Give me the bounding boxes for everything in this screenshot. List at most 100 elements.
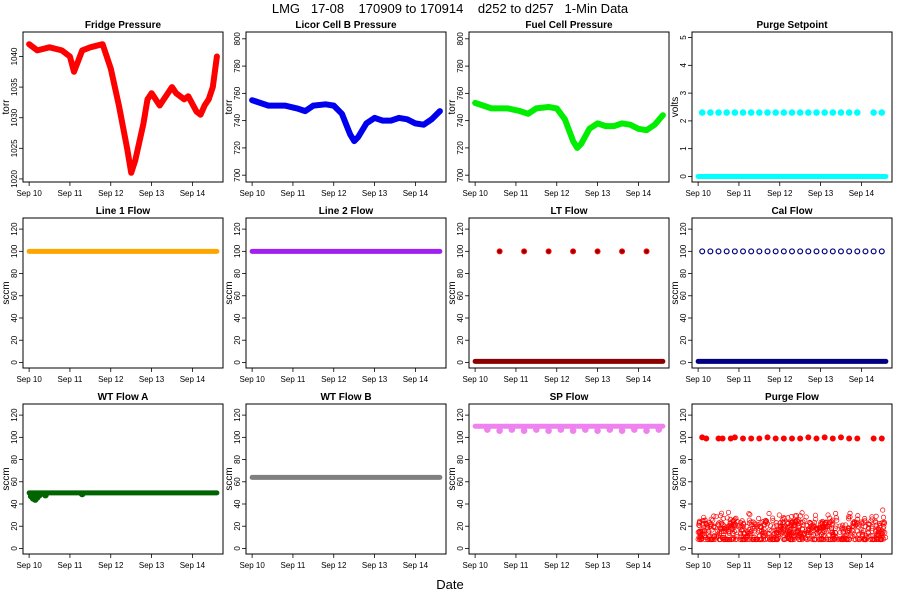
data-point: [772, 435, 779, 442]
data-point: [780, 109, 788, 116]
data-point: [872, 518, 879, 524]
data-point: [758, 524, 764, 530]
data-point: [749, 528, 755, 534]
data-point: [741, 534, 747, 540]
data-point: [870, 109, 877, 116]
data-point: [880, 514, 887, 520]
data-point: [840, 522, 846, 528]
y-axis-label: sccm: [1, 467, 12, 490]
x-tick-label: Sep 11: [504, 561, 529, 570]
x-tick-label: Sep 12: [98, 561, 124, 570]
data-point: [854, 519, 860, 525]
data-point: [749, 537, 756, 543]
data-point: [846, 527, 852, 534]
data-point: [774, 522, 780, 529]
x-tick-label: Sep 11: [281, 375, 306, 384]
panel-2: Licor Cell B Pressure torr 700 720 740 760 780…: [224, 20, 447, 198]
x-tick-label: Sep 13: [585, 375, 611, 384]
y-tick-label: 40: [456, 499, 465, 508]
panel-title: Purge Flow: [765, 392, 819, 403]
data-point: [795, 533, 801, 539]
y-tick-label: 20: [679, 521, 688, 530]
y-tick-label: 760: [233, 86, 242, 100]
y-tick-label: 740: [456, 113, 465, 127]
x-tick-label: Sep 13: [139, 189, 165, 198]
series-high: [699, 434, 885, 442]
data-point: [871, 537, 878, 543]
y-tick-label: 100: [456, 430, 465, 444]
data-point: [862, 537, 868, 543]
x-tick-label: Sep 14: [403, 375, 429, 384]
data-point: [796, 528, 802, 534]
data-point: [764, 109, 771, 116]
panel-title: Line 1 Flow: [96, 206, 151, 217]
data-point: [705, 537, 711, 543]
data-point: [788, 435, 795, 442]
data-point: [734, 536, 740, 542]
x-tick-label: Sep 10: [685, 189, 711, 198]
y-tick-label: 720: [456, 141, 465, 155]
data-point: [702, 537, 708, 543]
data-point: [772, 248, 779, 255]
data-point: [643, 427, 650, 434]
data-point: [810, 523, 816, 529]
data-point: [799, 526, 806, 532]
x-tick-label: Sep 12: [544, 561, 570, 570]
data-point: [820, 530, 826, 536]
data-point: [732, 523, 738, 529]
x-tick-label: Sep 13: [362, 189, 388, 198]
y-tick-label: 0: [456, 360, 465, 365]
data-point: [777, 519, 784, 526]
data-point: [845, 525, 852, 531]
data-point: [779, 525, 785, 531]
panel-title: Licor Cell B Pressure: [295, 20, 397, 31]
data-point: [873, 536, 879, 542]
y-tick-label: 700: [456, 168, 465, 182]
data-point: [749, 522, 755, 528]
data-point: [805, 248, 812, 255]
y-tick-label: 1025: [10, 139, 19, 157]
data-point: [813, 248, 820, 255]
data-point: [731, 109, 739, 116]
data-point: [819, 520, 825, 526]
data-point: [726, 537, 732, 543]
data-point: [707, 519, 713, 526]
data-point: [725, 509, 732, 515]
x-tick-label: Sep 11: [504, 375, 529, 384]
y-tick-label: 720: [233, 141, 242, 155]
data-point: [855, 537, 862, 543]
data-point: [729, 523, 735, 529]
data-point: [744, 524, 750, 530]
data-point: [821, 109, 828, 116]
data-point: [880, 507, 886, 513]
data-point: [834, 517, 840, 523]
data-point: [716, 520, 722, 526]
y-axis-label: sccm: [224, 281, 235, 304]
data-point: [797, 435, 804, 442]
data-point: [521, 248, 528, 255]
data-point: [837, 248, 844, 255]
x-tick-label: Sep 13: [362, 561, 388, 570]
data-point: [702, 517, 708, 523]
x-axis-label: Date: [436, 577, 464, 592]
x-tick-label: Sep 12: [321, 561, 347, 570]
panel-3: Fuel Cell Pressure torr 700 720 740 760 780 800…: [447, 20, 670, 198]
data-point: [740, 435, 747, 442]
y-tick-label: 80: [456, 269, 465, 278]
data-point: [771, 537, 777, 543]
x-tick-label: Sep 14: [849, 561, 875, 570]
data-point: [631, 426, 638, 433]
data-point: [711, 513, 717, 519]
data-point: [771, 524, 777, 530]
plot-frame: [245, 31, 447, 183]
data-point: [757, 524, 763, 530]
data-point: [803, 514, 809, 520]
y-tick-label: 120: [679, 408, 688, 422]
data-point: [878, 435, 885, 442]
x-tick-label: Sep 10: [462, 189, 488, 198]
data-point: [719, 510, 725, 516]
data-point: [878, 109, 886, 116]
plot-frame: [245, 217, 447, 369]
data-point: [721, 523, 727, 529]
data-point: [789, 537, 795, 543]
